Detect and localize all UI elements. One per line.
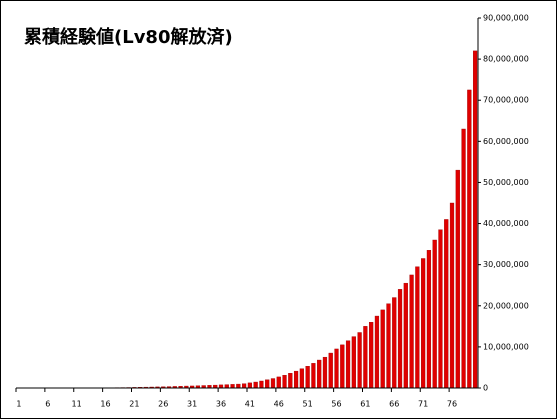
bar bbox=[409, 274, 414, 389]
bar bbox=[415, 266, 420, 389]
y-tick-label: 90,000,000 bbox=[483, 14, 529, 23]
bar bbox=[322, 356, 328, 389]
y-tick-label: 80,000,000 bbox=[483, 55, 529, 64]
bar bbox=[467, 89, 472, 389]
bar bbox=[432, 239, 437, 389]
bar bbox=[473, 50, 478, 389]
bar bbox=[340, 344, 345, 389]
bar bbox=[380, 309, 385, 389]
bar bbox=[230, 384, 235, 389]
bar bbox=[242, 383, 247, 389]
bar bbox=[317, 359, 322, 389]
x-tick-label: 1 bbox=[16, 400, 21, 409]
bar bbox=[253, 381, 258, 389]
x-tick-label: 26 bbox=[158, 400, 168, 409]
x-tick-label: 11 bbox=[72, 400, 82, 409]
bar bbox=[397, 289, 403, 389]
bar bbox=[369, 322, 374, 389]
y-tick-label: 30,000,000 bbox=[483, 260, 529, 269]
bar bbox=[311, 363, 316, 389]
x-tick-label: 41 bbox=[245, 400, 255, 409]
bar bbox=[282, 375, 287, 389]
x-tick-label: 66 bbox=[389, 400, 399, 409]
x-tick-label: 71 bbox=[418, 400, 428, 409]
chart-title: 累積経験値(Lv80解放済) bbox=[24, 26, 233, 48]
bar bbox=[403, 282, 408, 389]
x-tick-label: 61 bbox=[360, 400, 370, 409]
x-tick-label: 16 bbox=[100, 400, 110, 409]
x-tick-label: 6 bbox=[45, 400, 50, 409]
y-tick-label: 50,000,000 bbox=[483, 178, 529, 187]
x-tick-label: 21 bbox=[129, 400, 139, 409]
bar bbox=[449, 202, 455, 389]
bar bbox=[392, 297, 397, 389]
y-tick-label: 70,000,000 bbox=[483, 96, 529, 105]
y-tick-label: 20,000,000 bbox=[483, 301, 529, 310]
x-tick-label: 56 bbox=[331, 400, 341, 409]
y-tick-label: 40,000,000 bbox=[483, 219, 529, 228]
bar bbox=[351, 336, 356, 389]
x-tick-label: 36 bbox=[216, 400, 226, 409]
bar bbox=[426, 250, 432, 389]
x-tick-label: 51 bbox=[303, 400, 313, 409]
bar bbox=[305, 366, 310, 389]
bar bbox=[299, 368, 304, 389]
bar bbox=[236, 383, 241, 389]
bar bbox=[374, 315, 380, 389]
bar bbox=[345, 340, 351, 389]
bar bbox=[334, 348, 339, 389]
bar bbox=[270, 378, 276, 389]
x-tick-label: 46 bbox=[274, 400, 284, 409]
bar bbox=[259, 380, 264, 389]
bar bbox=[293, 370, 299, 389]
bar bbox=[288, 373, 293, 389]
bar bbox=[455, 169, 460, 389]
x-tick-label: 31 bbox=[187, 400, 197, 409]
bar bbox=[461, 128, 466, 389]
y-tick-label: 60,000,000 bbox=[483, 137, 529, 146]
x-tick-label: 76 bbox=[447, 400, 457, 409]
bar bbox=[265, 379, 270, 389]
y-tick-label: 0 bbox=[483, 384, 488, 393]
bar bbox=[224, 384, 229, 389]
bar bbox=[421, 258, 426, 389]
bar bbox=[444, 219, 449, 389]
bar bbox=[276, 376, 281, 389]
bar bbox=[386, 303, 391, 389]
y-tick-label: 10,000,000 bbox=[483, 342, 529, 351]
bar bbox=[247, 382, 252, 389]
bar bbox=[363, 326, 368, 389]
bar bbox=[328, 352, 333, 389]
bar bbox=[438, 229, 443, 389]
bar bbox=[357, 332, 362, 389]
